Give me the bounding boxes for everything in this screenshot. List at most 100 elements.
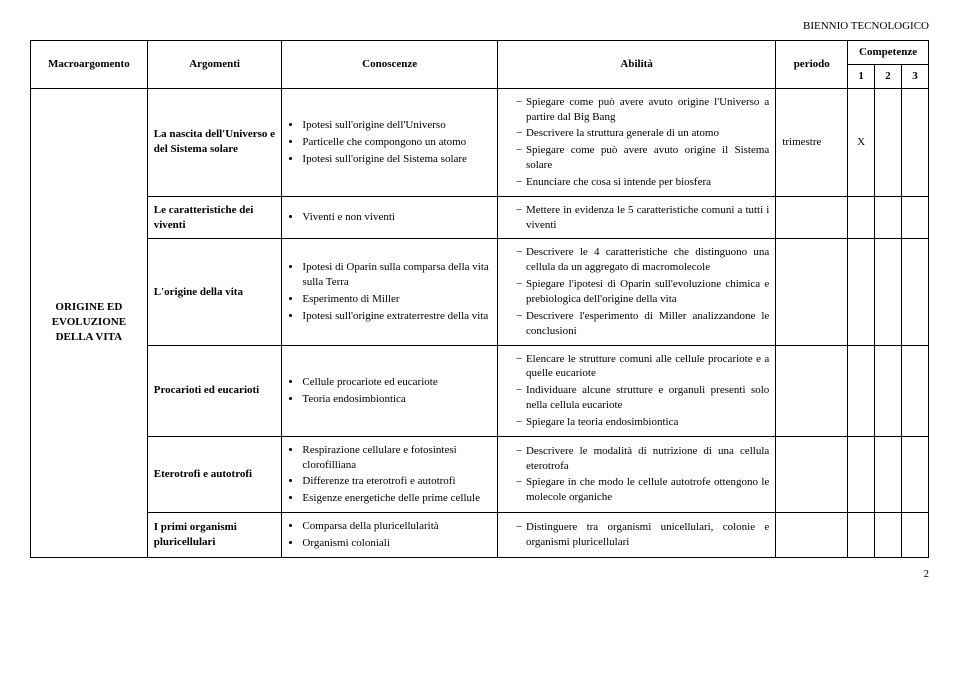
competenza-c3-cell (902, 196, 929, 239)
conoscenze-cell: Cellule procariote ed eucariote Teoria en… (282, 345, 498, 436)
abilita-cell: Distinguere tra organismi unicellulari, … (497, 513, 775, 558)
abilita-item: Descrivere le modalità di nutrizione di … (516, 444, 769, 474)
periodo-cell (776, 239, 848, 345)
competenza-c2-cell (875, 239, 902, 345)
competenza-c2-cell (875, 196, 902, 239)
conoscenze-list: Ipotesi sull'origine dell'Universo Partic… (288, 118, 491, 167)
competenza-c3-cell (902, 88, 929, 196)
conoscenze-cell: Ipotesi di Oparin sulla comparsa della v… (282, 239, 498, 345)
conoscenze-item: Cellule procariote ed eucariote (302, 375, 491, 390)
abilita-item: Distinguere tra organismi unicellulari, … (516, 520, 769, 550)
competenza-c3-cell (902, 513, 929, 558)
document-header: BIENNIO TECNOLOGICO (30, 20, 929, 32)
curriculum-table: Macroargomento Argomenti Conoscenze Abil… (30, 40, 929, 558)
abilita-item: Descrivere le 4 caratteristiche che dist… (516, 245, 769, 275)
abilita-list: Descrivere le modalità di nutrizione di … (504, 444, 769, 505)
argomento-cell: L'origine della vita (147, 239, 282, 345)
competenza-c1-cell (848, 513, 875, 558)
abilita-list: Mettere in evidenza le 5 caratteristiche… (504, 203, 769, 233)
conoscenze-item: Teoria endosimbiontica (302, 392, 491, 407)
competenza-c2-cell (875, 436, 902, 512)
conoscenze-cell: Viventi e non viventi (282, 196, 498, 239)
col-per-header: periodo (776, 41, 848, 89)
table-row: Eterotrofi e autotrofi Respirazione cellu… (31, 436, 929, 512)
conoscenze-item: Viventi e non viventi (302, 210, 491, 225)
argomento-cell: Procarioti ed eucarioti (147, 345, 282, 436)
abilita-item: Descrivere l'esperimento di Miller anali… (516, 309, 769, 339)
abilita-item: Spiegare come può avere avuto origine il… (516, 143, 769, 173)
conoscenze-item: Ipotesi sull'origine extraterrestre dell… (302, 309, 491, 324)
competenza-c1-cell: X (848, 88, 875, 196)
abilita-item: Spiegare la teoria endosimbiontica (516, 415, 769, 430)
abilita-item: Spiegare in che modo le cellule autotrof… (516, 475, 769, 505)
col-c2-header: 2 (875, 64, 902, 88)
col-c1-header: 1 (848, 64, 875, 88)
macro-cell: ORIGINE ED EVOLUZIONE DELLA VITA (31, 88, 148, 557)
abilita-list: Distinguere tra organismi unicellulari, … (504, 520, 769, 550)
periodo-cell (776, 436, 848, 512)
table-row: I primi organismi pluricellulariComparsa… (31, 513, 929, 558)
abilita-item: Spiegare l'ipotesi di Oparin sull'evoluz… (516, 277, 769, 307)
header-row-1: Macroargomento Argomenti Conoscenze Abil… (31, 41, 929, 65)
conoscenze-item: Respirazione cellulare e fotosintesi clo… (302, 443, 491, 473)
table-row: ORIGINE ED EVOLUZIONE DELLA VITALa nasci… (31, 88, 929, 196)
competenza-c2-cell (875, 513, 902, 558)
conoscenze-item: Ipotesi di Oparin sulla comparsa della v… (302, 260, 491, 290)
col-abil-header: Abilità (497, 41, 775, 89)
col-comp-header: Competenze (848, 41, 929, 65)
abilita-list: Descrivere le 4 caratteristiche che dist… (504, 245, 769, 338)
conoscenze-list: Viventi e non viventi (288, 210, 491, 225)
abilita-list: Elencare le strutture comuni alle cellul… (504, 352, 769, 430)
periodo-cell: trimestre (776, 88, 848, 196)
col-arg-header: Argomenti (147, 41, 282, 89)
argomento-cell: Eterotrofi e autotrofi (147, 436, 282, 512)
competenza-c3-cell (902, 239, 929, 345)
competenza-c1-cell (848, 436, 875, 512)
periodo-cell (776, 345, 848, 436)
abilita-item: Descrivere la struttura generale di un a… (516, 126, 769, 141)
conoscenze-item: Comparsa della pluricellularità (302, 519, 491, 534)
abilita-item: Spiegare come può avere avuto origine l'… (516, 95, 769, 125)
conoscenze-cell: Respirazione cellulare e fotosintesi clo… (282, 436, 498, 512)
abilita-item: Elencare le strutture comuni alle cellul… (516, 352, 769, 382)
competenza-c1-cell (848, 345, 875, 436)
conoscenze-item: Ipotesi sull'origine del Sistema solare (302, 152, 491, 167)
conoscenze-item: Particelle che compongono un atomo (302, 135, 491, 150)
abilita-cell: Mettere in evidenza le 5 caratteristiche… (497, 196, 775, 239)
competenza-c3-cell (902, 345, 929, 436)
page-number: 2 (30, 568, 929, 580)
argomento-cell: La nascita dell'Universo e del Sistema s… (147, 88, 282, 196)
competenza-c1-cell (848, 239, 875, 345)
conoscenze-item: Esigenze energetiche delle prime cellule (302, 491, 491, 506)
abilita-item: Mettere in evidenza le 5 caratteristiche… (516, 203, 769, 233)
col-con-header: Conoscenze (282, 41, 498, 89)
conoscenze-item: Organismi coloniali (302, 536, 491, 551)
argomento-cell: Le caratteristiche dei viventi (147, 196, 282, 239)
conoscenze-item: Ipotesi sull'origine dell'Universo (302, 118, 491, 133)
competenza-c3-cell (902, 436, 929, 512)
table-row: L'origine della vita Ipotesi di Oparin su… (31, 239, 929, 345)
table-row: Le caratteristiche dei viventi Viventi e … (31, 196, 929, 239)
conoscenze-list: Ipotesi di Oparin sulla comparsa della v… (288, 260, 491, 323)
abilita-cell: Spiegare come può avere avuto origine l'… (497, 88, 775, 196)
col-macro-header: Macroargomento (31, 41, 148, 89)
conoscenze-item: Differenze tra eterotrofi e autotrofi (302, 474, 491, 489)
abilita-cell: Elencare le strutture comuni alle cellul… (497, 345, 775, 436)
argomento-cell: I primi organismi pluricellulari (147, 513, 282, 558)
conoscenze-item: Esperimento di Miller (302, 292, 491, 307)
competenza-c2-cell (875, 345, 902, 436)
competenza-c2-cell (875, 88, 902, 196)
periodo-cell (776, 513, 848, 558)
abilita-item: Enunciare che cosa si intende per biosfe… (516, 175, 769, 190)
conoscenze-list: Cellule procariote ed eucariote Teoria en… (288, 375, 491, 407)
conoscenze-cell: Comparsa della pluricellularità Organismi… (282, 513, 498, 558)
abilita-cell: Descrivere le 4 caratteristiche che dist… (497, 239, 775, 345)
periodo-cell (776, 196, 848, 239)
table-row: Procarioti ed eucariotiCellule procariot… (31, 345, 929, 436)
abilita-item: Individuare alcune strutture e organuli … (516, 383, 769, 413)
conoscenze-list: Comparsa della pluricellularità Organismi… (288, 519, 491, 551)
col-c3-header: 3 (902, 64, 929, 88)
abilita-list: Spiegare come può avere avuto origine l'… (504, 95, 769, 190)
competenza-c1-cell (848, 196, 875, 239)
abilita-cell: Descrivere le modalità di nutrizione di … (497, 436, 775, 512)
